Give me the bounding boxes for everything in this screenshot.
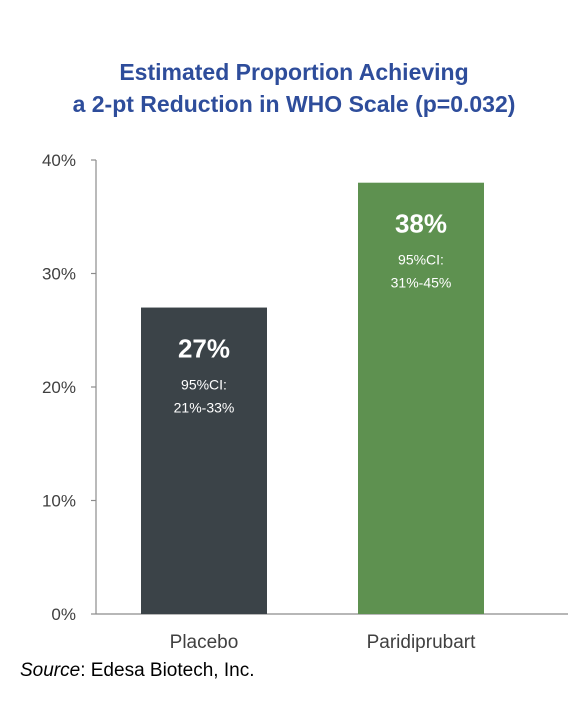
x-category-label: Placebo — [170, 632, 239, 653]
bar-ci-label: 95%CI: — [398, 252, 444, 268]
bar-value-label: 27% — [178, 334, 230, 364]
y-tick-label: 30% — [42, 265, 76, 284]
chart-title-line-1: Estimated Proportion Achieving — [119, 59, 469, 85]
bar-ci-label: 95%CI: — [181, 377, 227, 393]
bar-ci-range: 21%-33% — [174, 400, 235, 416]
x-category-label: Paridiprubart — [367, 632, 476, 653]
y-tick-label: 40% — [42, 151, 76, 170]
bar-placebo — [141, 307, 267, 614]
chart-bars: 27% 95%CI: 21%-33% 38% 95%CI: 31%-45% — [141, 182, 484, 614]
source-note: Source: Edesa Biotech, Inc. — [20, 660, 254, 682]
y-tick-label: 10% — [42, 492, 76, 511]
bar-ci-range: 31%-45% — [391, 275, 452, 291]
chart-title-line-2: a 2-pt Reduction in WHO Scale (p=0.032) — [72, 91, 516, 117]
chart-axes: 0% 10% 20% 30% 40% Placebo Paridiprubart — [42, 151, 568, 653]
bar-value-label: 38% — [395, 209, 447, 239]
source-text: : Edesa Biotech, Inc. — [80, 660, 255, 681]
source-label: Source — [20, 660, 81, 681]
bar-paridiprubart — [358, 182, 484, 614]
chart-title: Estimated Proportion Achieving a 2-pt Re… — [0, 56, 588, 120]
y-tick-label: 0% — [51, 605, 76, 624]
y-tick-label: 20% — [42, 378, 76, 397]
